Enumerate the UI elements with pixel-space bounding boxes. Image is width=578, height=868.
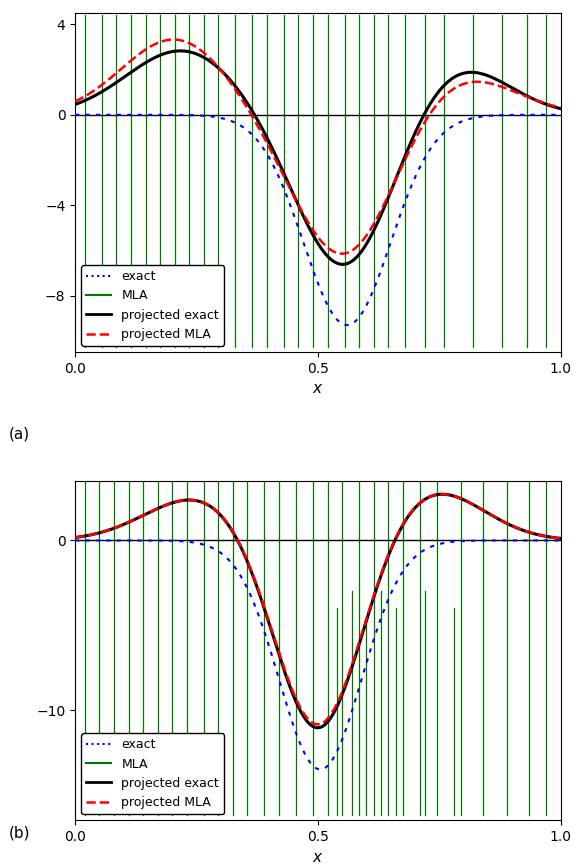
Legend: exact, MLA, projected exact, projected MLA: exact, MLA, projected exact, projected M… [81,733,224,814]
Text: (b): (b) [9,825,30,840]
Text: (a): (a) [9,426,30,441]
X-axis label: $x$: $x$ [312,381,324,397]
X-axis label: $x$: $x$ [312,850,324,865]
Legend: exact, MLA, projected exact, projected MLA: exact, MLA, projected exact, projected M… [81,266,224,346]
